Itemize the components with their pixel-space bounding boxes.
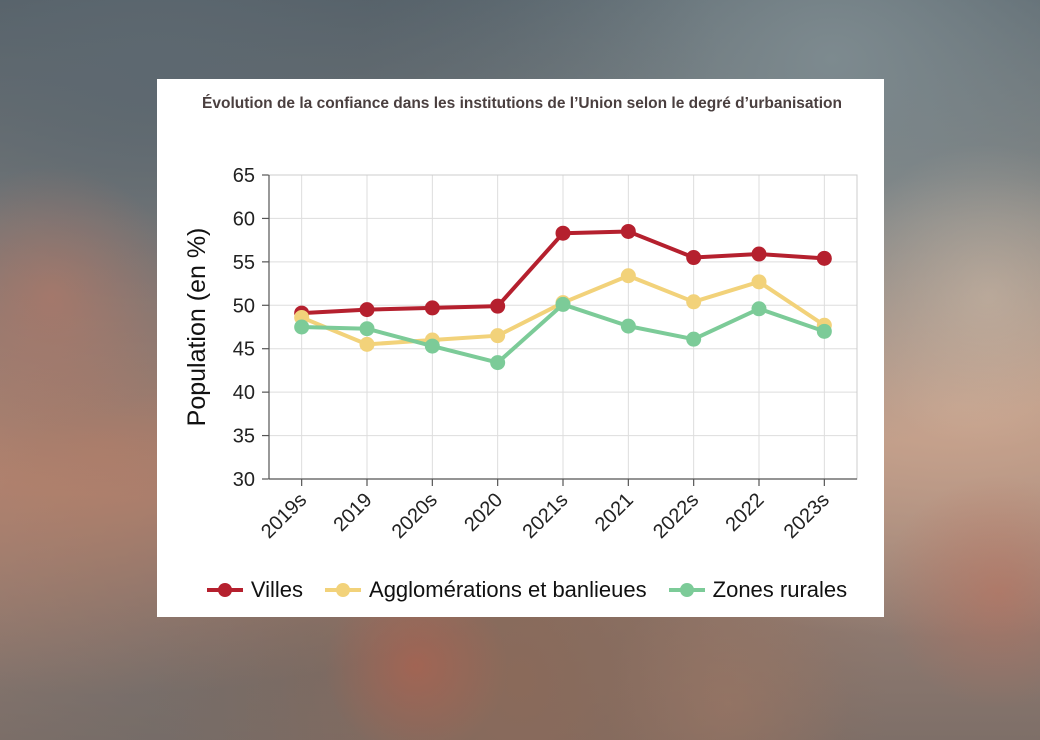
x-tick-label: 2021s [518,489,572,543]
series-3 [294,296,832,371]
legend: Villes Agglomérations et banlieues Zones r… [187,577,867,603]
data-point [490,355,506,371]
x-tick-label: 2019s [257,489,311,543]
data-point [751,274,767,290]
y-tick-label: 30 [233,469,255,491]
legend-item: Villes [206,577,304,603]
x-tick-label: 2022s [649,489,703,543]
series-1 [294,223,832,321]
y-tick-label: 60 [233,208,255,230]
data-point [751,301,767,317]
x-tick-labels: 2019s 2019 2020s 2020 2021s 2021 2022s 2022 2023… [257,489,834,543]
data-point [359,336,375,352]
legend-label: Agglomérations et banlieues [369,577,647,602]
data-point [555,296,571,312]
data-point [620,318,636,334]
axes [262,174,858,486]
x-tick-label: 2023s [780,489,834,543]
series-group [294,223,832,371]
data-point [620,268,636,284]
chart-title: Évolution de la confiance dans les insti… [202,95,842,112]
y-tick-label: 55 [233,252,255,274]
x-tick-label: 2019 [330,489,377,536]
legend-item: Zones rurales [668,577,848,603]
data-point [294,319,310,335]
data-point [424,300,440,316]
y-tick-label: 40 [233,382,255,404]
x-tick-label: 2020s [388,489,442,543]
data-point [359,321,375,337]
y-tick-label: 50 [233,295,255,317]
line-chart: 30 35 40 45 50 55 60 65 2019s 2019 2020s 2020 2021s… [183,165,858,543]
y-tick-label: 45 [233,339,255,361]
x-tick-label: 2022 [722,489,769,536]
data-point [686,294,702,310]
y-tick-label: 35 [233,426,255,448]
legend-swatch [325,583,362,597]
data-point [686,331,702,347]
data-point [490,298,506,314]
legend-swatch [206,583,243,597]
legend-item: Agglomérations et banlieues [325,577,647,603]
data-point [686,250,702,266]
data-point [816,250,832,266]
data-point [359,302,375,318]
data-point [816,323,832,339]
data-point [751,246,767,262]
y-tick-labels: 30 35 40 45 50 55 60 65 [233,165,255,491]
x-tick-label: 2021 [591,489,638,536]
data-point [620,223,636,239]
data-point [555,225,571,241]
legend-swatch [668,583,705,597]
y-tick-label: 65 [233,165,255,187]
data-point [424,338,440,354]
chart-card: Évolution de la confiance dans les insti… [157,79,884,617]
x-tick-label: 2020 [460,489,507,536]
y-axis-label: Population (en %) [183,228,211,427]
data-point [490,328,506,344]
legend-label: Villes [250,577,304,602]
legend-label: Zones rurales [712,577,848,602]
